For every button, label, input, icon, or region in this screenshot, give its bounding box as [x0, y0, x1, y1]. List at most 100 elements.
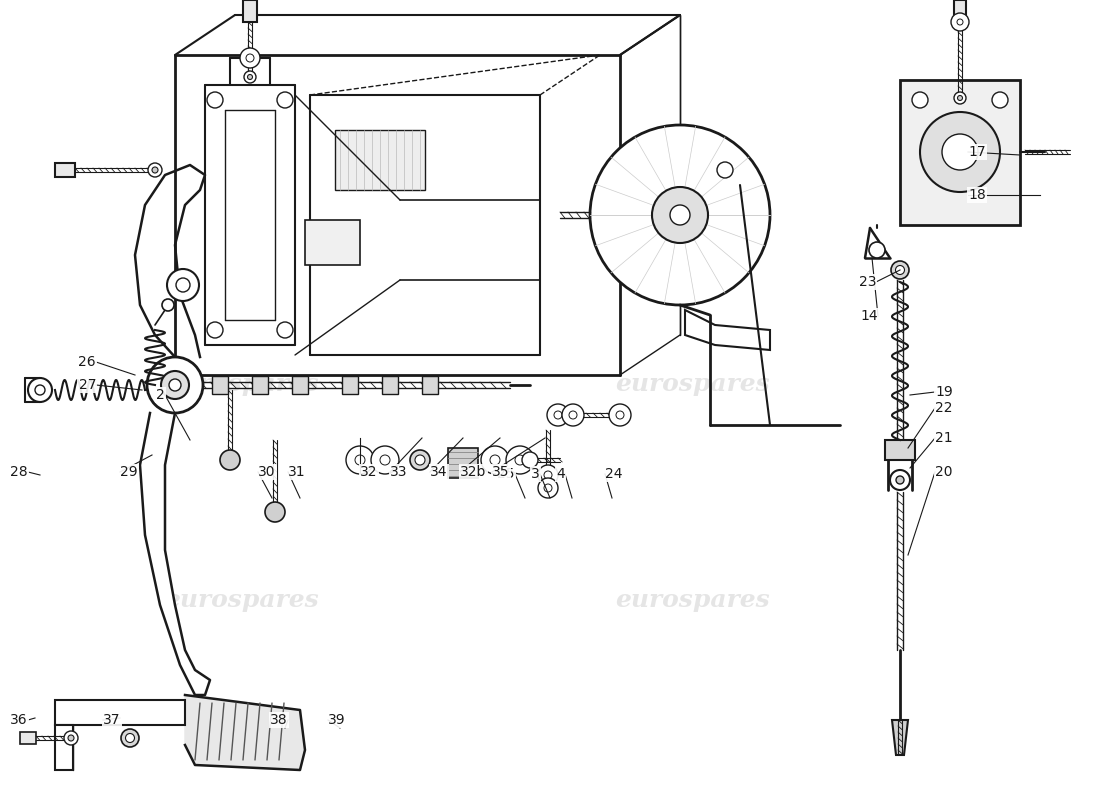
Text: eurospares: eurospares [616, 372, 770, 396]
Circle shape [207, 322, 223, 338]
Text: 32b: 32b [460, 465, 486, 479]
Circle shape [28, 378, 52, 402]
Circle shape [920, 112, 1000, 192]
Circle shape [248, 74, 253, 79]
Circle shape [891, 261, 909, 279]
Circle shape [169, 379, 182, 391]
Circle shape [152, 167, 158, 173]
Circle shape [670, 205, 690, 225]
Bar [252, 376, 268, 394]
Bar [382, 376, 398, 394]
Polygon shape [140, 413, 210, 695]
Circle shape [896, 476, 904, 484]
Circle shape [952, 13, 969, 31]
Circle shape [246, 54, 254, 62]
Circle shape [121, 729, 139, 747]
Circle shape [346, 446, 374, 474]
Bar [900, 80, 1020, 225]
Circle shape [515, 455, 525, 465]
Circle shape [379, 455, 390, 465]
Circle shape [609, 404, 631, 426]
Circle shape [912, 92, 928, 108]
Circle shape [277, 322, 293, 338]
Text: eurospares: eurospares [616, 588, 770, 612]
Circle shape [167, 269, 199, 301]
Circle shape [957, 95, 962, 101]
Circle shape [717, 162, 733, 178]
Circle shape [895, 266, 904, 274]
Bar [422, 376, 438, 394]
Text: 31: 31 [288, 465, 306, 479]
Circle shape [265, 502, 285, 522]
Circle shape [569, 411, 578, 419]
Polygon shape [185, 695, 305, 770]
Bar [954, 0, 966, 20]
Text: 22: 22 [935, 401, 953, 415]
Text: 34: 34 [430, 465, 448, 479]
Circle shape [554, 411, 562, 419]
Circle shape [590, 125, 770, 305]
Circle shape [616, 411, 624, 419]
Circle shape [942, 134, 978, 170]
Circle shape [162, 299, 174, 311]
Circle shape [957, 19, 962, 25]
Text: 3: 3 [531, 467, 540, 481]
Bar [212, 376, 228, 394]
Text: 25: 25 [497, 467, 515, 481]
Bar [55, 725, 73, 770]
Circle shape [277, 92, 293, 108]
Text: 38: 38 [271, 713, 288, 727]
Bar [292, 376, 308, 394]
Circle shape [35, 385, 45, 395]
Text: 19: 19 [935, 385, 953, 399]
Bar [243, 0, 257, 22]
Circle shape [371, 446, 399, 474]
Text: 30: 30 [258, 465, 275, 479]
Circle shape [538, 465, 558, 485]
Text: 35: 35 [492, 465, 509, 479]
Circle shape [147, 357, 204, 413]
Text: 21: 21 [935, 431, 953, 445]
Text: eurospares: eurospares [165, 372, 319, 396]
Circle shape [220, 450, 240, 470]
Circle shape [954, 92, 966, 104]
Circle shape [481, 446, 509, 474]
Bar [342, 376, 358, 394]
Circle shape [125, 734, 134, 742]
Text: 20: 20 [935, 465, 953, 479]
Circle shape [547, 404, 569, 426]
Circle shape [544, 484, 552, 492]
Bar [448, 448, 478, 478]
Circle shape [506, 446, 534, 474]
Polygon shape [685, 310, 770, 350]
Circle shape [490, 455, 500, 465]
Text: 37: 37 [103, 713, 121, 727]
Text: 33: 33 [390, 465, 407, 479]
Text: 24: 24 [605, 467, 623, 481]
Bar [55, 163, 75, 177]
Circle shape [415, 455, 425, 465]
Text: 28: 28 [10, 465, 28, 479]
Circle shape [68, 735, 74, 741]
Text: 17: 17 [968, 145, 986, 159]
Text: 14: 14 [860, 309, 878, 323]
Circle shape [148, 163, 162, 177]
Text: 36: 36 [10, 713, 28, 727]
Circle shape [176, 278, 190, 292]
Bar [20, 732, 36, 744]
Circle shape [355, 455, 365, 465]
Text: 26: 26 [78, 355, 96, 369]
Text: eurospares: eurospares [165, 588, 319, 612]
Circle shape [410, 450, 430, 470]
Circle shape [240, 48, 260, 68]
Text: 4: 4 [557, 467, 565, 481]
Circle shape [161, 371, 189, 399]
Circle shape [244, 71, 256, 83]
Circle shape [207, 92, 223, 108]
Circle shape [652, 187, 708, 243]
Text: 2: 2 [156, 388, 165, 402]
Text: 29: 29 [120, 465, 138, 479]
Polygon shape [135, 165, 205, 357]
Bar [55, 700, 185, 725]
Circle shape [869, 242, 886, 258]
